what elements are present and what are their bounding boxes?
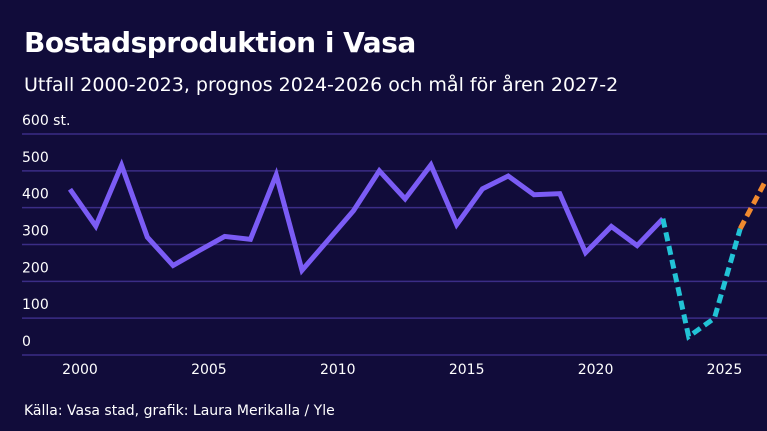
x-tick-label: 2010 (320, 362, 356, 378)
x-tick-label: 2015 (449, 362, 485, 378)
chart-title: Bostadsproduktion i Vasa (24, 26, 416, 59)
x-tick-label: 2000 (62, 362, 98, 378)
y-tick-label: 600 st. (22, 113, 70, 129)
x-tick-label: 2005 (191, 362, 227, 378)
y-tick-label: 400 (22, 187, 49, 203)
source-credit: Källa: Vasa stad, grafik: Laura Merikall… (24, 403, 335, 419)
y-tick-label: 300 (22, 224, 49, 240)
y-tick-label: 500 (22, 150, 49, 166)
x-tick-label: 2025 (707, 362, 743, 378)
x-tick-label: 2020 (578, 362, 614, 378)
series-line-1 (660, 218, 743, 341)
series-line-0 (67, 158, 665, 276)
y-tick-label: 100 (22, 297, 49, 313)
series-line-2 (738, 178, 767, 230)
chart-subtitle: Utfall 2000-2023, prognos 2024-2026 och … (24, 74, 619, 96)
y-tick-label: 200 (22, 260, 49, 276)
y-tick-label: 0 (22, 334, 31, 350)
